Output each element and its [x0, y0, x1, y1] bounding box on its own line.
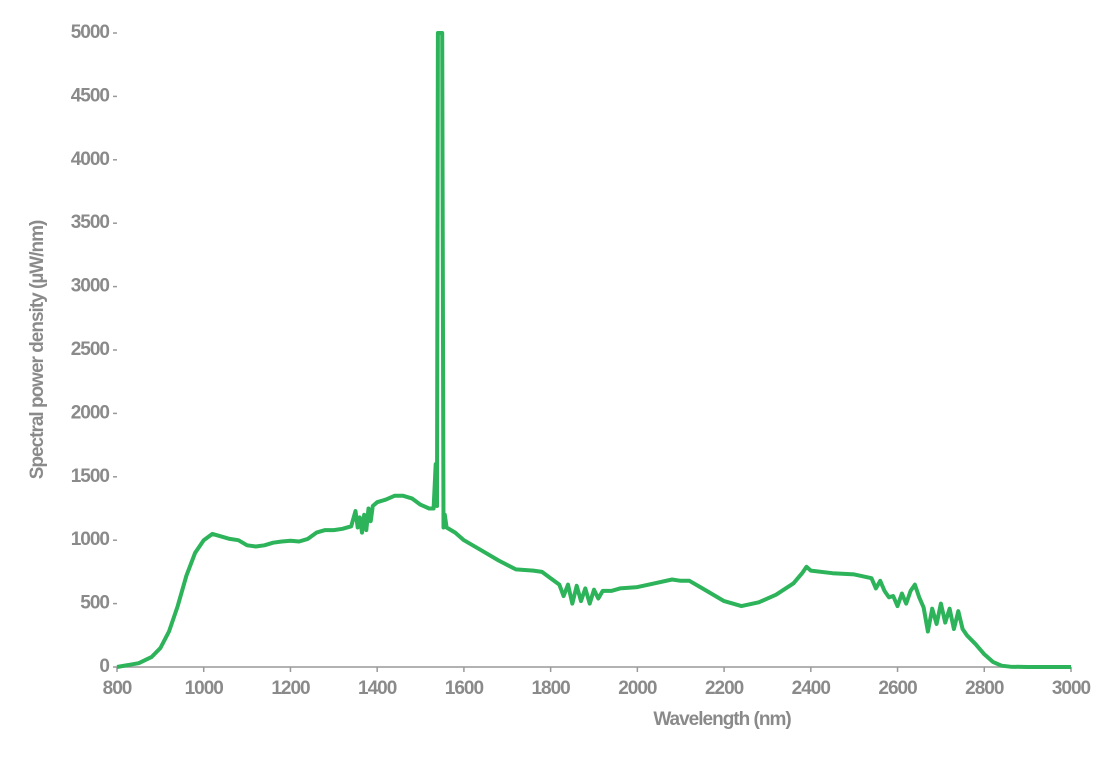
y-tick-label: 0	[99, 656, 109, 677]
x-tick-label: 3000	[1052, 678, 1091, 699]
y-tick-label: 3500	[71, 212, 110, 233]
y-tick-label: 4000	[71, 149, 110, 170]
x-tick-label: 2600	[878, 678, 917, 699]
x-tick-label: 2800	[965, 678, 1004, 699]
y-tick-label: 2000	[71, 402, 110, 423]
data-line	[116, 31, 1071, 669]
y-tick-label: 4500	[71, 85, 110, 106]
y-tick-label: 500	[80, 593, 109, 614]
x-tick-label: 1800	[531, 678, 570, 699]
x-tick-label: 800	[103, 678, 132, 699]
x-tick-label: 2000	[618, 678, 657, 699]
y-tick-label: 2500	[71, 339, 110, 360]
y-tick-label: 5000	[71, 22, 110, 43]
x-tick-label: 1000	[185, 678, 224, 699]
x-tick-label: 1400	[358, 678, 397, 699]
x-axis-title: Wavelength (nm)	[653, 709, 791, 730]
x-tick-label: 1600	[445, 678, 484, 699]
y-tick-label: 3000	[71, 276, 110, 297]
y-tick-label: 1000	[71, 529, 110, 550]
x-tick-label: 2200	[705, 678, 744, 699]
y-axis-title: Spectral power density (µW/nm)	[27, 220, 48, 479]
y-tick-label: 1500	[71, 466, 110, 487]
x-tick-label: 2400	[792, 678, 831, 699]
x-tick-label: 1200	[271, 678, 310, 699]
